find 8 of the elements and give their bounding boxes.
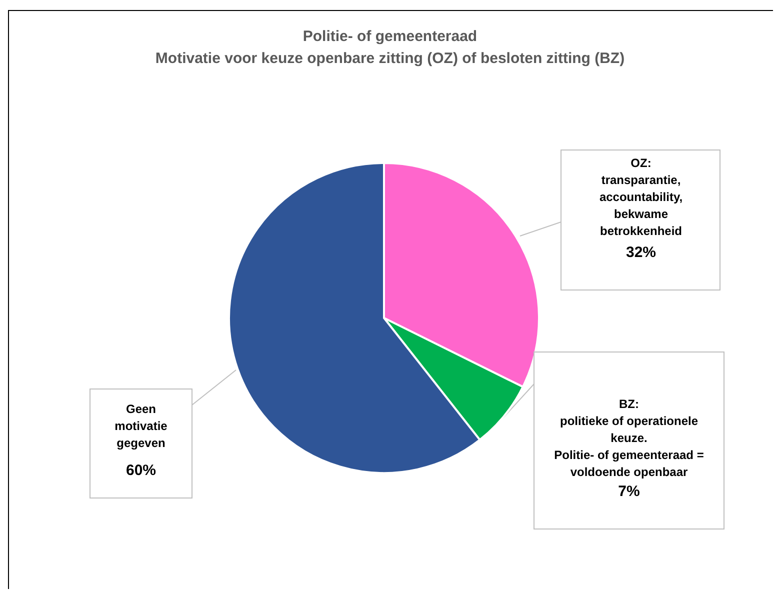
text: Motivatie voor keuze openbare zitting (OZ) of besloten zitting (BZ): [155, 50, 625, 67]
data-label: 60%: [126, 462, 156, 479]
data-label: 7%: [618, 483, 640, 500]
text: Politie- of gemeenteraad: [302, 28, 478, 45]
slice-label: OZ: transparantie, accountability, bekwame betrokkenheid: [599, 156, 683, 238]
data-label: 32%: [626, 244, 656, 261]
slice-label: Geen motivatie gegeven: [114, 402, 168, 450]
slice-label: BZ: politieke of operationele keuze. Politie- of gemeenteraad = voldoende openbaar: [554, 397, 704, 479]
